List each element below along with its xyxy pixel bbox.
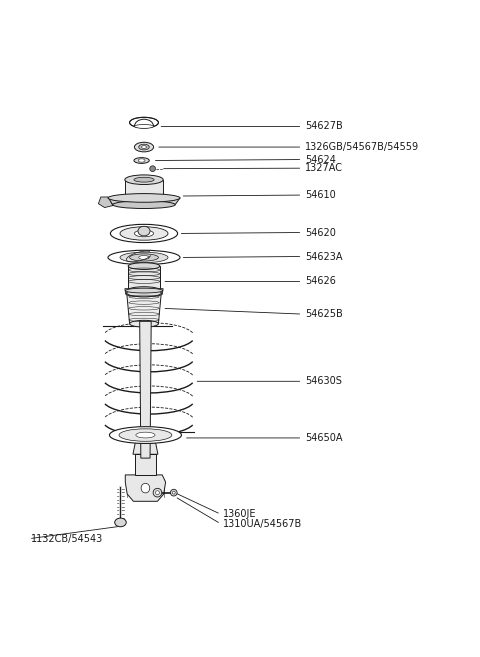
Polygon shape	[108, 198, 180, 205]
Ellipse shape	[156, 491, 159, 495]
Text: 1326GB/54567B/54559: 1326GB/54567B/54559	[305, 142, 419, 152]
Text: 54610: 54610	[305, 190, 336, 200]
Ellipse shape	[134, 124, 154, 128]
Ellipse shape	[130, 118, 158, 128]
Text: 1132CB/54543: 1132CB/54543	[31, 533, 104, 544]
Text: 54630S: 54630S	[305, 376, 342, 386]
Text: 54650A: 54650A	[305, 433, 342, 443]
Text: 1327AC: 1327AC	[305, 163, 343, 173]
Ellipse shape	[153, 488, 162, 497]
Polygon shape	[128, 266, 160, 290]
Polygon shape	[140, 321, 151, 458]
Ellipse shape	[141, 484, 150, 493]
Ellipse shape	[134, 158, 149, 164]
Ellipse shape	[138, 159, 145, 162]
Polygon shape	[133, 440, 158, 454]
Ellipse shape	[113, 201, 175, 208]
Ellipse shape	[120, 227, 168, 240]
Text: 54626: 54626	[305, 277, 336, 286]
Ellipse shape	[136, 432, 155, 438]
Polygon shape	[98, 197, 113, 208]
Text: 54625B: 54625B	[305, 309, 343, 319]
Text: 1310UA/54567B: 1310UA/54567B	[223, 519, 302, 529]
Ellipse shape	[142, 146, 146, 148]
Ellipse shape	[128, 286, 160, 294]
Text: 54620: 54620	[305, 227, 336, 237]
Ellipse shape	[134, 143, 154, 152]
Ellipse shape	[115, 518, 126, 527]
Text: 1360JE: 1360JE	[223, 509, 257, 519]
Ellipse shape	[120, 252, 168, 263]
Ellipse shape	[125, 175, 163, 185]
Ellipse shape	[130, 321, 158, 327]
Ellipse shape	[138, 226, 150, 236]
Ellipse shape	[108, 194, 180, 202]
Ellipse shape	[119, 429, 172, 442]
Text: 54627B: 54627B	[305, 122, 343, 131]
Ellipse shape	[172, 491, 175, 494]
Ellipse shape	[139, 144, 149, 150]
Polygon shape	[125, 288, 163, 294]
Ellipse shape	[126, 291, 162, 297]
Ellipse shape	[139, 256, 149, 260]
Ellipse shape	[134, 177, 154, 182]
Polygon shape	[125, 475, 166, 501]
Ellipse shape	[170, 489, 177, 496]
Polygon shape	[125, 180, 163, 199]
Ellipse shape	[125, 288, 163, 293]
Ellipse shape	[110, 224, 178, 242]
Ellipse shape	[127, 289, 161, 297]
Text: 54624: 54624	[305, 154, 336, 164]
Ellipse shape	[134, 230, 154, 237]
Polygon shape	[127, 293, 161, 324]
Polygon shape	[135, 454, 156, 475]
Ellipse shape	[128, 263, 160, 269]
Text: 54623A: 54623A	[305, 252, 342, 261]
Ellipse shape	[150, 166, 156, 171]
Ellipse shape	[109, 426, 181, 443]
Ellipse shape	[108, 250, 180, 265]
Ellipse shape	[130, 254, 158, 261]
Ellipse shape	[125, 194, 163, 204]
